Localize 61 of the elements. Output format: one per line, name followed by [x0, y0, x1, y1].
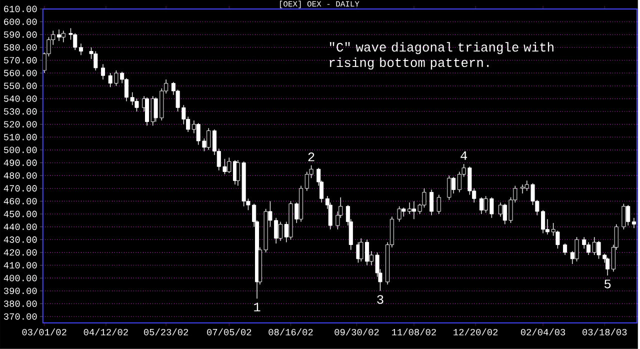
- candlestick: [436, 194, 441, 214]
- candlestick: [78, 43, 84, 56]
- y-tick-label: 580.00: [4, 44, 37, 51]
- y-tick-label: 540.00: [4, 96, 37, 102]
- annotation: 2: [308, 152, 314, 162]
- x-tick-label: 11/08/02: [392, 328, 436, 336]
- candlestick: [606, 257, 610, 276]
- candlestick: [100, 64, 106, 80]
- annotation: 1: [254, 302, 260, 312]
- y-tick-label: 560.00: [4, 70, 37, 76]
- candlestick: [365, 239, 370, 266]
- candlestick: [447, 175, 452, 200]
- annotation: "C" wave diagonal triangle with rising bottom pattern.: [330, 42, 554, 70]
- y-tick-label: 480.00: [4, 172, 37, 179]
- x-tick-label: 03/18/03: [582, 328, 627, 336]
- candlestick: [430, 189, 434, 216]
- candlestick: [145, 97, 150, 126]
- y-tick-label: 440.00: [4, 224, 37, 230]
- y-tick-label: 520.00: [4, 121, 37, 128]
- x-tick-label: 07/05/02: [207, 328, 252, 336]
- candlestick: [498, 202, 503, 217]
- y-tick-label: 590.00: [4, 31, 37, 38]
- y-tick-label: 510.00: [4, 134, 37, 140]
- y-tick-label: 570.00: [4, 57, 37, 64]
- y-tick-label: 490.00: [4, 160, 37, 166]
- y-tick-label: 600.00: [4, 18, 37, 26]
- annotation: 4: [460, 151, 468, 160]
- y-tick-label: 500.00: [4, 146, 37, 154]
- candlestick: [632, 218, 636, 229]
- y-tick-label: 390.00: [4, 288, 37, 294]
- y-tick-label: 400.00: [4, 274, 37, 282]
- x-tick-label: 08/16/02: [268, 328, 313, 336]
- candlestick: [563, 243, 568, 256]
- y-tick-label: 550.00: [4, 82, 37, 90]
- annotation: 3: [377, 295, 384, 304]
- x-tick-label: 12/20/02: [454, 328, 498, 336]
- candlestick: [574, 236, 579, 262]
- x-tick-label: 09/30/02: [334, 328, 379, 336]
- candlestick: [61, 30, 66, 43]
- y-tick-label: 410.00: [4, 262, 37, 269]
- candlestick: [56, 29, 62, 42]
- x-tick-label: 05/23/02: [144, 328, 188, 336]
- y-tick-label: 460.00: [4, 198, 37, 204]
- candlestick: [622, 203, 626, 230]
- candlestick: [278, 221, 282, 242]
- y-tick-label: 430.00: [4, 236, 37, 243]
- candlestick: [582, 236, 586, 250]
- candlestick: [586, 242, 591, 256]
- y-tick-label: 370.00: [4, 313, 37, 320]
- annotation: 5: [604, 280, 611, 288]
- y-tick-label: 530.00: [4, 108, 37, 115]
- x-tick-label: 03/01/02: [22, 328, 66, 336]
- x-tick-label: 04/12/02: [84, 328, 128, 336]
- candlestick: [134, 98, 139, 112]
- y-tick-label: 450.00: [4, 210, 37, 218]
- y-tick-label: 420.00: [4, 249, 37, 256]
- y-tick-label: 610.00: [4, 6, 37, 12]
- y-tick-label: 470.00: [4, 185, 37, 192]
- y-tick-label: 380.00: [4, 300, 37, 307]
- x-tick-label: 02/04/03: [520, 328, 566, 336]
- candlestick: [359, 238, 364, 262]
